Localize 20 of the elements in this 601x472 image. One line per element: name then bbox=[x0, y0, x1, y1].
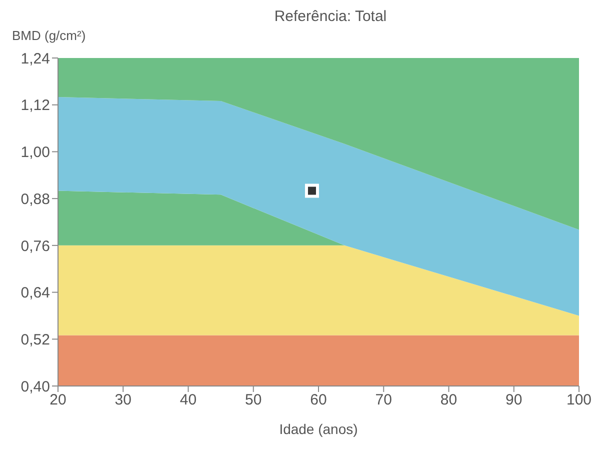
x-tick-label: 20 bbox=[50, 392, 66, 409]
y-tick-label: 0,88 bbox=[20, 190, 50, 208]
x-tick-label: 60 bbox=[310, 392, 327, 409]
y-tick-label: 0,64 bbox=[20, 284, 50, 302]
x-tick-label: 40 bbox=[180, 392, 197, 409]
x-axis-title: Idade (anos) bbox=[279, 421, 358, 437]
x-tick-label: 100 bbox=[566, 392, 592, 409]
y-tick-label: 0,52 bbox=[20, 331, 50, 348]
y-tick-label: 0,76 bbox=[20, 238, 50, 255]
x-tick-label: 70 bbox=[375, 392, 392, 409]
y-tick-label: 0,40 bbox=[20, 378, 50, 396]
x-tick-label: 50 bbox=[245, 392, 262, 409]
y-tick-label: 1,00 bbox=[20, 144, 50, 162]
x-tick-label: 80 bbox=[440, 392, 458, 409]
x-tick-label: 90 bbox=[506, 392, 522, 409]
y-tick-label: 1,24 bbox=[20, 50, 50, 68]
chart-title: Referência: Total bbox=[273, 8, 388, 27]
x-tick-label: 30 bbox=[114, 392, 132, 409]
y-tick-label: 1,12 bbox=[20, 97, 50, 114]
y-axis-title: BMD (g/cm²) bbox=[12, 28, 86, 43]
